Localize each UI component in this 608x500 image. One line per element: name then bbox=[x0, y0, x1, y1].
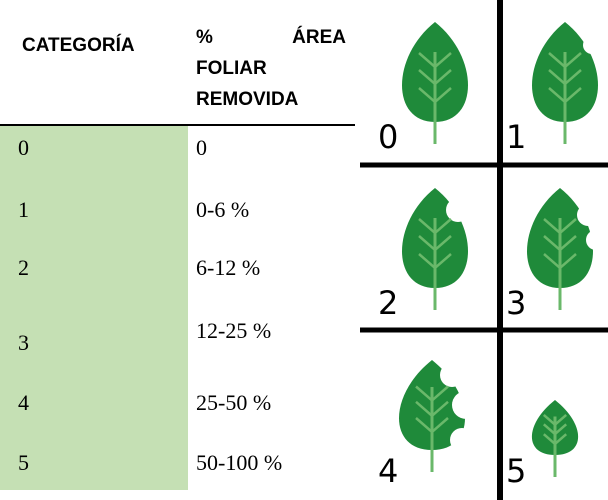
leaf-vein bbox=[418, 253, 452, 270]
leaf-vein bbox=[542, 414, 568, 427]
leaf-bite bbox=[452, 391, 480, 419]
leaf-vein bbox=[543, 235, 577, 252]
table-cell: 12-25 % bbox=[196, 318, 272, 343]
leaf-vein bbox=[548, 52, 582, 69]
table-cell: 1 bbox=[18, 197, 29, 222]
header-cell: CATEGORÍA bbox=[22, 35, 135, 56]
table-cell: 6-12 % bbox=[196, 255, 261, 280]
table-cell: 2 bbox=[18, 255, 29, 280]
leaf-bite bbox=[440, 363, 464, 387]
leaf-vein bbox=[543, 218, 577, 235]
leaf-label: 0 bbox=[378, 118, 398, 156]
leaf-label: 3 bbox=[506, 284, 526, 322]
leaf-bite bbox=[586, 230, 606, 250]
leaf-vein bbox=[415, 400, 449, 418]
leaf-bite bbox=[583, 36, 601, 54]
table-cell: 50-100 % bbox=[196, 450, 283, 475]
table-cell: 0 bbox=[18, 135, 29, 160]
table-cell: 4 bbox=[18, 390, 29, 415]
table-cell: 3 bbox=[18, 330, 29, 355]
leaf-vein bbox=[418, 69, 452, 86]
table-cell: 0 bbox=[196, 135, 207, 160]
leaf-vein bbox=[543, 253, 577, 270]
header-rule bbox=[0, 124, 355, 126]
leaf-label: 1 bbox=[506, 118, 526, 156]
leaf-vein bbox=[542, 433, 568, 446]
leaf-vein bbox=[418, 235, 452, 252]
leaf-vein bbox=[542, 423, 568, 436]
leaf-label: 4 bbox=[378, 452, 398, 490]
category-column bbox=[0, 126, 188, 490]
table-cell: 25-50 % bbox=[196, 390, 272, 415]
leaf-vein bbox=[418, 52, 452, 69]
leaf-figure: 0 1 2 3 4 5 bbox=[360, 0, 608, 500]
leaf-bite bbox=[565, 390, 585, 410]
header-cell: % ÁREA FOLIAR REMOVIDA bbox=[196, 27, 346, 110]
leaf-bite bbox=[577, 204, 599, 226]
leaf-vein bbox=[548, 69, 582, 86]
leaf-vein bbox=[418, 218, 452, 235]
leaf-vein bbox=[415, 417, 449, 434]
leaf-vein bbox=[415, 385, 449, 403]
leaf-vein bbox=[548, 87, 582, 104]
leaf-bite bbox=[446, 198, 470, 222]
leaf-vein bbox=[418, 87, 452, 104]
leaf-label: 5 bbox=[506, 452, 526, 490]
leaf-bite bbox=[450, 428, 474, 452]
leaf-label: 2 bbox=[378, 284, 398, 322]
table-cell: 0-6 % bbox=[196, 197, 250, 222]
table-cell: 5 bbox=[18, 450, 29, 475]
